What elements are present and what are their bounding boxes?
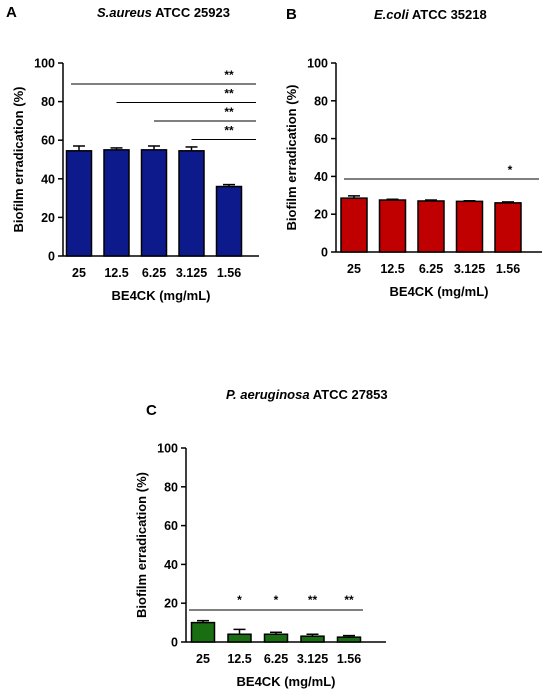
x-axis-title: BE4CK (mg/mL) — [237, 674, 336, 689]
significance-label: ** — [224, 124, 234, 138]
bar — [103, 149, 130, 257]
bar-chart-b: 0 20 40 60 80 100 25 12.5 6.25 3.125 1.56 * BE4CK (m… — [284, 57, 542, 299]
bar-chart-a: 0 20 40 60 80 100 25 12.5 6.25 3.125 1.56 ** ** ** ** B… — [11, 57, 259, 303]
x-tick-label: 25 — [196, 652, 210, 666]
x-tick-label: 6.25 — [264, 652, 288, 666]
panel-letter: A — [6, 4, 17, 21]
chart-title: E.coli ATCC 35218 — [374, 7, 487, 22]
panel-c: C P. aeruginosa ATCC 27853 0 20 40 60 80 100 2… — [130, 380, 430, 700]
title-organism: E.coli — [374, 7, 409, 22]
bar — [300, 635, 325, 643]
bar — [263, 633, 289, 643]
y-tick-label: 100 — [307, 57, 328, 71]
bar — [227, 633, 252, 643]
significance-label: ** — [308, 593, 318, 607]
significance-label: ** — [224, 87, 234, 101]
chart-title: S.aureus ATCC 25923 — [97, 5, 230, 20]
bar — [340, 197, 368, 253]
bar — [417, 200, 445, 253]
x-tick-label: 12.5 — [227, 652, 251, 666]
title-strain: ATCC 27853 — [312, 387, 388, 402]
panel-b: B E.coli ATCC 35218 0 20 40 60 80 100 25 12.5 6.… — [280, 0, 550, 330]
x-tick-label: 1.56 — [496, 262, 520, 276]
x-tick-label: 25 — [72, 266, 86, 280]
title-organism: P. aeruginosa — [226, 387, 310, 402]
y-axis-title: Biofilm erradication (%) — [134, 472, 149, 618]
y-tick-label: 20 — [41, 211, 55, 225]
panel-letter: C — [146, 402, 157, 419]
y-tick-label: 60 — [41, 134, 55, 148]
bar — [336, 636, 362, 643]
y-axis-title: Biofilm erradication (%) — [11, 87, 26, 233]
significance-label: ** — [224, 105, 234, 119]
y-tick-label: 100 — [157, 442, 178, 456]
y-tick-label: 40 — [41, 172, 55, 186]
bar — [65, 150, 93, 257]
x-tick-label: 25 — [347, 262, 361, 276]
title-strain: ATCC 35218 — [411, 7, 487, 22]
y-tick-label: 40 — [164, 558, 178, 572]
title-strain: ATCC 25923 — [155, 5, 230, 20]
y-tick-label: 0 — [48, 250, 55, 264]
bar — [190, 621, 216, 643]
y-tick-label: 80 — [314, 94, 328, 108]
x-tick-label: 3.125 — [176, 266, 207, 280]
bar — [494, 202, 522, 253]
y-axis-title: Biofilm erradication (%) — [284, 85, 299, 231]
panel-letter: B — [286, 6, 297, 23]
x-axis-title: BE4CK (mg/mL) — [390, 284, 489, 299]
x-tick-label: 6.25 — [142, 266, 166, 280]
significance-label: * — [274, 593, 279, 607]
bar-chart-c: 0 20 40 60 80 100 25 12.5 * 6.25 * 3.125 ** 1.56 ** BE4… — [134, 442, 386, 689]
y-tick-label: 0 — [171, 636, 178, 650]
y-tick-label: 20 — [314, 208, 328, 222]
bar — [455, 200, 484, 253]
bar — [215, 185, 243, 257]
significance-label: * — [508, 163, 513, 177]
y-tick-label: 80 — [41, 95, 55, 109]
bar — [378, 199, 407, 253]
title-organism: S.aureus — [97, 5, 152, 20]
y-tick-label: 60 — [314, 132, 328, 146]
x-tick-label: 1.56 — [337, 652, 361, 666]
bar — [140, 149, 168, 257]
x-tick-label: 12.5 — [104, 266, 128, 280]
x-tick-label: 3.125 — [297, 652, 328, 666]
significance-label: ** — [344, 593, 354, 607]
y-tick-label: 0 — [321, 246, 328, 260]
panel-a: A S.aureus ATCC 25923 0 20 40 60 80 100 25 12.5… — [0, 0, 275, 330]
significance-label: ** — [224, 68, 234, 82]
x-tick-label: 3.125 — [454, 262, 485, 276]
y-tick-label: 80 — [164, 480, 178, 494]
y-tick-label: 100 — [34, 57, 55, 71]
y-tick-label: 40 — [314, 170, 328, 184]
significance-label: * — [237, 593, 242, 607]
y-tick-label: 20 — [164, 597, 178, 611]
x-tick-label: 1.56 — [217, 266, 241, 280]
chart-title: P. aeruginosa ATCC 27853 — [226, 387, 388, 402]
y-tick-label: 60 — [164, 519, 178, 533]
x-tick-label: 12.5 — [380, 262, 404, 276]
x-tick-label: 6.25 — [419, 262, 443, 276]
bar — [178, 150, 205, 257]
x-axis-title: BE4CK (mg/mL) — [112, 288, 211, 303]
